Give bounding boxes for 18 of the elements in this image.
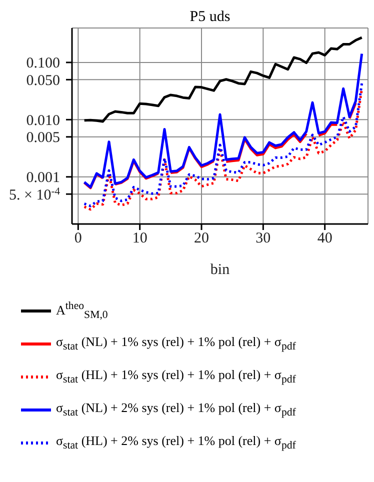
legend-label: σ$_{stat}$ (NL) + 2% sys (rel) + 1% pol (rel) + σ$_{pdf}$ <box>56 400 296 419</box>
x-tick-label: 40 <box>317 230 332 247</box>
chart-title: P5 uds <box>188 8 232 26</box>
y-tick-label: 0.100 <box>26 56 60 72</box>
x-axis-title: bin <box>210 262 230 278</box>
x-tick-label: 30 <box>256 230 271 247</box>
y-tick-label: 0.010 <box>26 112 60 129</box>
y-tick-label: 0.001 <box>26 170 60 186</box>
y-tick-label: 0.050 <box>26 72 60 89</box>
legend-label: σ$_{stat}$ (HL) + 2% sys (rel) + 1% pol (rel) + σ$_{pdf}$ <box>56 433 296 452</box>
y-tick-label: 5. × 10$^{-4}$ <box>9 186 61 204</box>
line-series <box>83 36 364 123</box>
x-tick-label: 20 <box>194 230 209 247</box>
legend-label: σ$_{stat}$ (NL) + 1% sys (rel) + 1% pol (rel) + σ$_{pdf}$ <box>56 334 296 353</box>
legend-label: σ$_{stat}$ (HL) + 1% sys (rel) + 1% pol (rel) + σ$_{pdf}$ <box>56 367 296 386</box>
y-tick-label: 0.005 <box>26 130 60 146</box>
x-tick-label: 0 <box>74 230 82 247</box>
x-tick-label: 10 <box>132 230 148 247</box>
